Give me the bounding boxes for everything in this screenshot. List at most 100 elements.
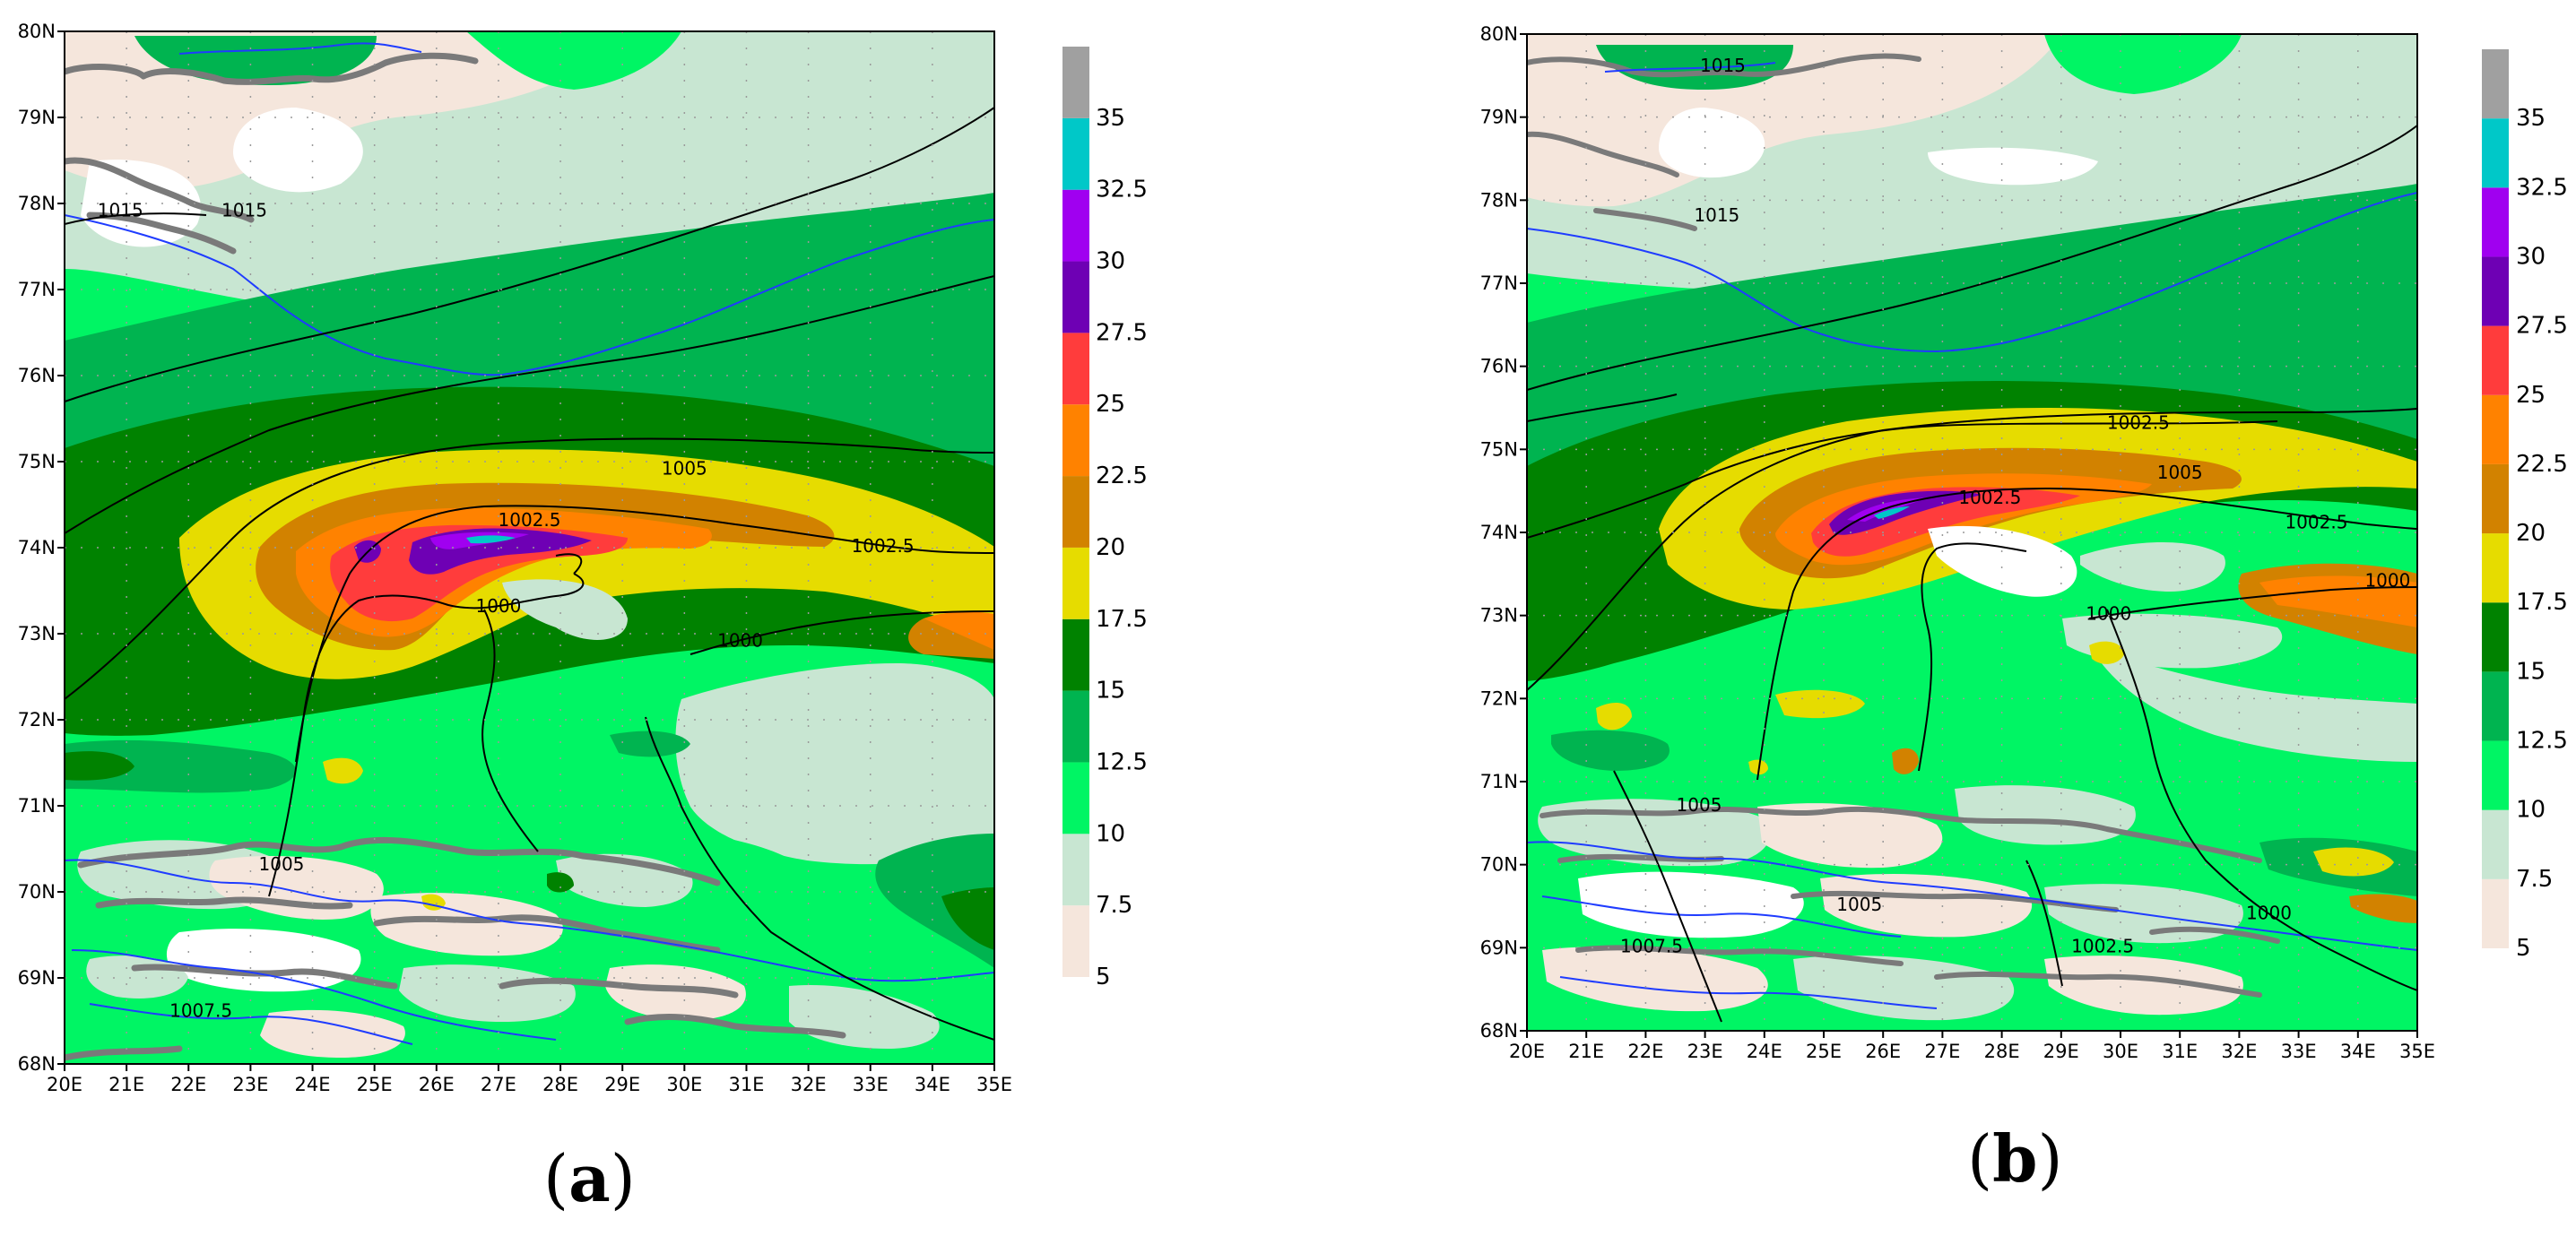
colorbar-tick-label: 22.5	[2516, 451, 2568, 478]
colorbar-swatch	[2482, 740, 2509, 810]
lon-tick-label: 27E	[481, 1074, 516, 1095]
lon-tick-label: 32E	[791, 1074, 827, 1095]
colorbar-tick-label: 10	[1096, 820, 1125, 847]
lat-tick-label: 73N	[18, 623, 56, 644]
lon-tick-label: 33E	[853, 1074, 889, 1095]
map-panel-a: 20E 21E 22E 23E 24E 25E 26E 27E 28E 29E 30E 31E 32E 3…	[18, 21, 1012, 1095]
isobar-label: 1000	[717, 630, 763, 652]
colorbar-tick-label: 12.5	[1096, 748, 1148, 775]
lat-tick-label: 76N	[18, 365, 56, 386]
isobar-label: 1015	[1694, 204, 1739, 226]
graticule-a	[65, 31, 994, 1064]
lat-tick-label: 71N	[18, 795, 56, 817]
colorbar-tick-label: 5	[2516, 935, 2531, 962]
colorbar-swatch	[2482, 256, 2509, 326]
lat-tick-label: 77N	[1480, 272, 1518, 294]
colorbar-b: 5 7.5 10 12.5 15 17.5 20 22.5 25 27.5 30 32.5 35	[2482, 49, 2568, 962]
isobar-label: 1015	[1700, 55, 1746, 76]
lon-tick-label: 21E	[108, 1074, 144, 1095]
colorbar-swatch	[1062, 834, 1089, 906]
lat-tick-label: 68N	[18, 1053, 56, 1075]
colorbar-tick-label: 20	[1096, 534, 1125, 561]
lon-tick-label: 34E	[915, 1074, 950, 1095]
lon-tick-label: 21E	[1568, 1041, 1604, 1062]
lon-tick-label: 33E	[2281, 1041, 2317, 1062]
colorbar-swatch	[1062, 261, 1089, 333]
colorbar-swatch	[1062, 476, 1089, 548]
isobar-label: 1002.5	[2285, 512, 2347, 533]
lon-tick-label: 35E	[2399, 1041, 2435, 1062]
colorbar-swatch	[2482, 118, 2509, 188]
lat-tick-label: 78N	[18, 193, 56, 214]
colorbar-swatch	[2482, 463, 2509, 534]
colorbar-tick-label: 7.5	[2516, 866, 2553, 893]
colorbar-tick-label: 25	[2516, 382, 2546, 409]
colorbar-tick-label: 25	[1096, 391, 1125, 418]
colorbar-tick-label: 30	[1096, 248, 1125, 275]
panel-label-a: (a)	[543, 1140, 636, 1216]
wind-speed-field-b	[1527, 34, 2417, 1031]
axis-ticks-a: 20E 21E 22E 23E 24E 25E 26E 27E 28E 29E 30E 31E 32E 3…	[18, 21, 1012, 1095]
lon-tick-label: 32E	[2221, 1041, 2257, 1062]
colorbar-tick-label: 5	[1096, 964, 1111, 990]
isobars-a	[65, 107, 994, 1041]
lat-tick-label: 69N	[1480, 937, 1518, 958]
lon-tick-label: 24E	[1747, 1041, 1782, 1062]
lon-tick-label: 23E	[232, 1074, 268, 1095]
colorbar-swatch	[2482, 394, 2509, 464]
lat-tick-label: 71N	[1480, 771, 1518, 792]
isobar-label: 1000	[2364, 570, 2410, 592]
colorbar-tick-label: 12.5	[2516, 728, 2568, 755]
colorbar-swatch	[1062, 618, 1089, 691]
colorbar-tick-label: 35	[2516, 105, 2546, 132]
isobar-label: 1002.5	[2107, 412, 2170, 434]
lon-tick-label: 27E	[1924, 1041, 1960, 1062]
colorbar-swatch	[2482, 49, 2509, 119]
colorbar-tick-label: 22.5	[1096, 463, 1148, 489]
isobar-label: 1015	[98, 200, 143, 221]
lat-tick-label: 75N	[18, 451, 56, 472]
colorbar-tick-label: 20	[2516, 520, 2546, 547]
colorbar-swatch	[2482, 325, 2509, 395]
colorbar-swatch	[2482, 809, 2509, 879]
isobar-label: 1002.5	[1958, 487, 2021, 508]
zero-contour-b	[1527, 62, 2417, 1009]
isobar-label: 1000	[2246, 902, 2292, 923]
colorbar-tick-label: 32.5	[1096, 177, 1148, 203]
isobar-labels-a: 1015 1015 1005 1007.5 1005 1002.5 1002.5 1000 10…	[98, 200, 915, 1022]
lon-tick-label: 31E	[2162, 1041, 2198, 1062]
lat-tick-label: 74N	[18, 537, 56, 558]
isobar-label: 1005	[259, 853, 305, 875]
colorbar-tick-label: 35	[1096, 105, 1125, 132]
colorbar-swatch	[1062, 547, 1089, 619]
colorbar-swatch	[2482, 187, 2509, 257]
lat-tick-label: 74N	[1480, 522, 1518, 543]
isobar-label: 1015	[221, 200, 267, 221]
lon-tick-label: 24E	[295, 1074, 331, 1095]
colorbar-swatch	[1062, 47, 1089, 118]
lat-tick-label: 79N	[18, 107, 56, 128]
colorbar-swatch	[1062, 189, 1089, 262]
lon-tick-label: 29E	[2043, 1041, 2079, 1062]
lat-tick-label: 77N	[18, 279, 56, 300]
lon-tick-label: 35E	[976, 1074, 1012, 1095]
colorbar-swatch	[1062, 333, 1089, 405]
lat-tick-label: 78N	[1480, 189, 1518, 211]
colorbar-tick-label: 15	[2516, 658, 2546, 685]
isobar-label: 1005	[662, 458, 707, 480]
lat-tick-label: 79N	[1480, 107, 1518, 128]
lat-tick-label: 69N	[18, 967, 56, 989]
lon-tick-label: 25E	[357, 1074, 393, 1095]
lon-tick-label: 26E	[419, 1074, 455, 1095]
isobar-label: 1000	[475, 595, 521, 617]
isobar-label: 1007.5	[169, 999, 232, 1021]
lon-tick-label: 26E	[1865, 1041, 1901, 1062]
panel-label-b: (b)	[1967, 1120, 2063, 1197]
lat-tick-label: 76N	[1480, 356, 1518, 377]
lat-tick-label: 75N	[1480, 438, 1518, 460]
lat-tick-label: 68N	[1480, 1020, 1518, 1042]
axis-ticks-b: 20E 21E 22E 23E 24E 25E 26E 27E 28E 29E 30E 31E 32E 3…	[1480, 23, 2435, 1062]
colorbar-tick-label: 27.5	[1096, 319, 1148, 346]
lat-tick-label: 80N	[1480, 23, 1518, 45]
